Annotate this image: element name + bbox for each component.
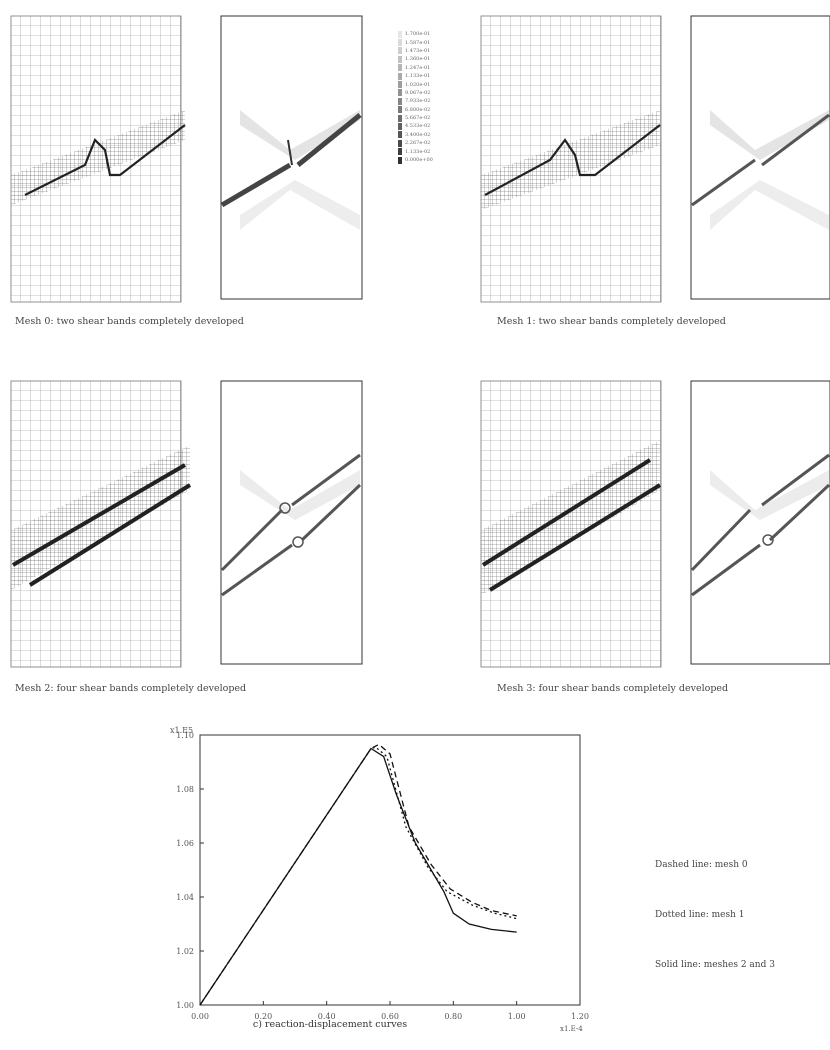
colorbar-label: 1.020e-01 [405,81,431,88]
colorbar-label: 1.587e-01 [405,39,431,46]
mesh-1-contour [690,15,830,300]
colorbar-entry: 6.800e-02 [398,106,444,114]
y-tick-label: 1.08 [176,785,194,794]
mesh-1-plot [480,15,662,303]
mesh-3-plot [480,380,662,668]
x-tick-label: 1.20 [571,1012,589,1021]
colorbar-label: 1.133e-01 [405,73,431,80]
colorbar-label: 9.067e-02 [405,89,431,96]
colorbar-label: 0.000e+00 [405,157,433,164]
colorbar-swatch [398,122,402,130]
colorbar-label: 4.533e-02 [405,123,431,130]
colorbar-label: 6.800e-02 [405,106,431,113]
colorbar-swatch [398,89,402,97]
colorbar-swatch [398,97,402,105]
colorbar-label: 1.700e-01 [405,31,431,38]
colorbar-label: 1.247e-01 [405,64,431,71]
legend-solid: Solid line: meshes 2 and 3 [655,960,775,970]
series-line-dotted [199,746,517,1006]
caption-mesh-3: Mesh 3: four shear bands completely deve… [497,683,729,694]
colorbar-label: 5.667e-02 [405,115,431,122]
colorbar-entry: 1.133e-02 [398,147,444,156]
colorbar-legend: 1.700e-01 1.587e-01 1.473e-01 1.360e-01 1.24… [398,30,444,164]
colorbar-label: 7.933e-02 [405,98,431,105]
caption-mesh-2: Mesh 2: four shear bands completely deve… [15,683,247,694]
x-tick-label: 0.80 [444,1012,462,1021]
colorbar-entry: 1.020e-01 [398,80,444,89]
colorbar-entry: 5.667e-02 [398,114,444,122]
colorbar-entry: 1.473e-01 [398,47,444,55]
series-line-solid [199,747,517,1006]
colorbar-swatch [398,55,402,63]
y-tick-label: 1.10 [176,731,194,740]
mesh-0-plot [10,15,186,303]
caption-mesh-1: Mesh 1: two shear bands completely devel… [497,316,726,327]
legend-dashed: Dashed line: mesh 0 [655,860,748,870]
x-tick-label: 0.20 [254,1012,272,1021]
colorbar-entry: 3.400e-02 [398,131,444,139]
x-tick-label: 1.00 [508,1012,526,1021]
colorbar-entry: 1.247e-01 [398,64,444,72]
colorbar-swatch [398,81,402,89]
mesh-2-plot [10,380,192,668]
colorbar-swatch [398,72,402,80]
colorbar-swatch [398,47,402,55]
colorbar-swatch [398,148,402,156]
colorbar-entry: 7.933e-02 [398,97,444,105]
colorbar-label: 1.133e-02 [405,148,431,155]
colorbar-label: 1.360e-01 [405,56,431,63]
colorbar-entry: 2.267e-02 [398,139,444,147]
mesh-3-contour [690,380,830,665]
colorbar-entry: 9.067e-02 [398,89,444,97]
colorbar-entry: 1.700e-01 [398,30,444,38]
colorbar-swatch [398,39,402,47]
colorbar-swatch [398,139,402,147]
caption-mesh-0: Mesh 0: two shear bands completely devel… [15,316,244,327]
reaction-displacement-chart: 0.00 0.20 0.40 0.60 0.80 1.00 1.20 1.10 1.08 1.06… [170,726,589,1033]
y-tick-label: 1.04 [176,893,194,902]
colorbar-label: 3.400e-02 [405,131,431,138]
chart-caption: c) reaction-displacement curves [253,1019,407,1030]
y-tick-label: 1.00 [176,1001,194,1010]
colorbar-swatch [398,30,402,38]
colorbar-entry: 1.360e-01 [398,55,444,63]
x-tick-label: 0.00 [191,1012,209,1021]
colorbar-entry: 0.000e+00 [398,156,444,164]
mesh-2-contour [220,380,363,665]
colorbar-label: 1.473e-01 [405,47,431,54]
colorbar-swatch [398,131,402,139]
legend-dotted: Dotted line: mesh 1 [655,910,745,920]
colorbar-entry: 1.133e-01 [398,72,444,80]
series-line-dashed [199,743,517,1006]
colorbar-entry: 1.587e-01 [398,38,444,47]
colorbar-swatch [398,106,402,114]
x-tick-label: 0.40 [318,1012,336,1021]
x-tick-label: 0.60 [381,1012,399,1021]
y-axis-unit: x1.E5 [170,726,193,735]
colorbar-swatch [398,114,402,122]
colorbar-entry: 4.533e-02 [398,122,444,130]
y-tick-label: 1.02 [176,947,194,956]
colorbar-label: 2.267e-02 [405,140,431,147]
colorbar-swatch [398,156,402,164]
x-axis-unit: x1.E-4 [560,1025,583,1033]
mesh-0-contour [220,15,363,300]
colorbar-swatch [398,64,402,72]
y-tick-label: 1.06 [176,839,194,848]
